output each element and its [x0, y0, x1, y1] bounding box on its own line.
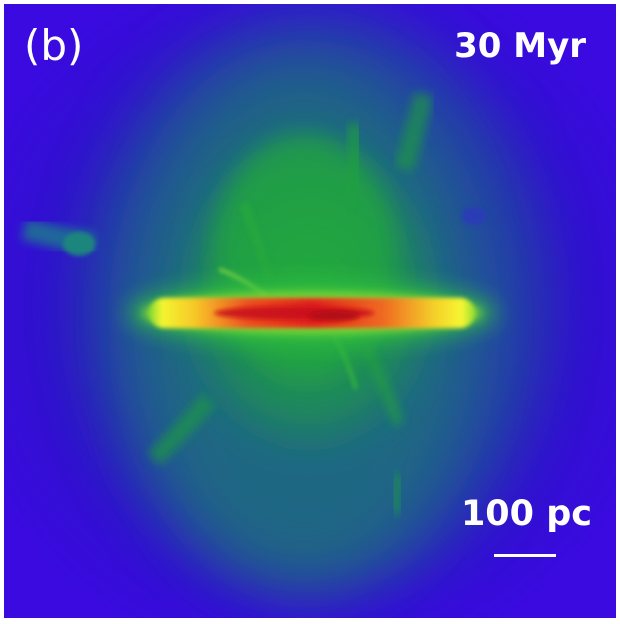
scale-bar-label: 100 pc — [460, 494, 592, 534]
scale-bar — [494, 554, 556, 557]
density-map — [4, 4, 616, 618]
panel-label: (b) — [24, 21, 84, 70]
simulation-image: (b) 30 Myr 100 pc — [4, 4, 616, 618]
time-label: 30 Myr — [454, 26, 586, 66]
